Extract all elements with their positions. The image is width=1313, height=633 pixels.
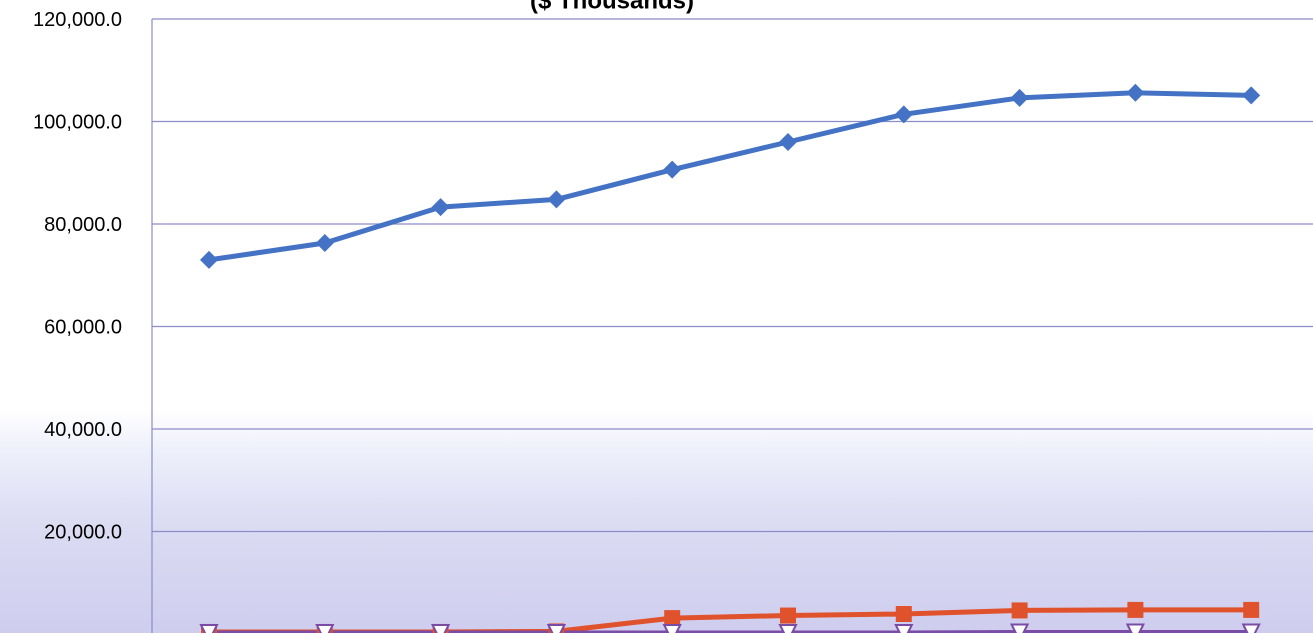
gridlines <box>151 18 1313 633</box>
data-point-series-1-1 <box>200 250 218 269</box>
data-point-series-2-8 <box>1011 602 1028 619</box>
data-point-series-1-6 <box>779 133 797 151</box>
data-point-series-4-3 <box>430 623 451 633</box>
data-point-series-1-3 <box>431 198 450 217</box>
series-line-2 <box>206 607 1254 633</box>
y-axis-tick-labels: 20,000.0 40,000.0 60,000.0 80,000.0 100,000.… <box>33 9 122 544</box>
data-point-series-2-6 <box>780 607 796 624</box>
y-tick-label: 120,000.0 <box>33 9 122 31</box>
data-point-series-2-10 <box>1243 601 1260 618</box>
y-tick-label: 20,000.0 <box>44 522 122 544</box>
series-markers <box>199 83 1261 633</box>
data-point-series-4-8 <box>1009 623 1030 633</box>
series-lines <box>206 90 1254 633</box>
data-point-series-1-7 <box>894 105 913 124</box>
series-line-1 <box>206 90 1254 263</box>
data-point-series-1-2 <box>315 233 334 252</box>
chart-title: ($ Thousands) <box>530 0 694 14</box>
data-point-series-4-5 <box>662 623 682 633</box>
data-point-series-1-9 <box>1126 83 1145 102</box>
data-point-series-1-4 <box>547 190 566 209</box>
data-point-series-4-10 <box>1241 623 1261 633</box>
y-tick-label: 100,000.0 <box>33 112 122 134</box>
data-point-series-2-7 <box>895 606 912 623</box>
data-point-series-1-5 <box>663 160 682 179</box>
data-point-series-4-4 <box>546 623 567 633</box>
data-point-series-4-2 <box>315 623 335 633</box>
y-tick-label: 60,000.0 <box>44 317 122 339</box>
data-point-series-2-9 <box>1127 601 1144 618</box>
data-point-series-2-5 <box>664 610 681 627</box>
data-point-series-1-8 <box>1010 88 1029 107</box>
data-point-series-4-7 <box>894 623 914 633</box>
y-tick-label: 80,000.0 <box>44 214 122 236</box>
data-point-series-4-6 <box>778 623 798 633</box>
data-point-series-4-9 <box>1125 623 1146 633</box>
data-point-series-4-1 <box>199 623 219 633</box>
data-point-series-1-10 <box>1242 86 1261 105</box>
y-tick-label: 40,000.0 <box>44 419 122 441</box>
